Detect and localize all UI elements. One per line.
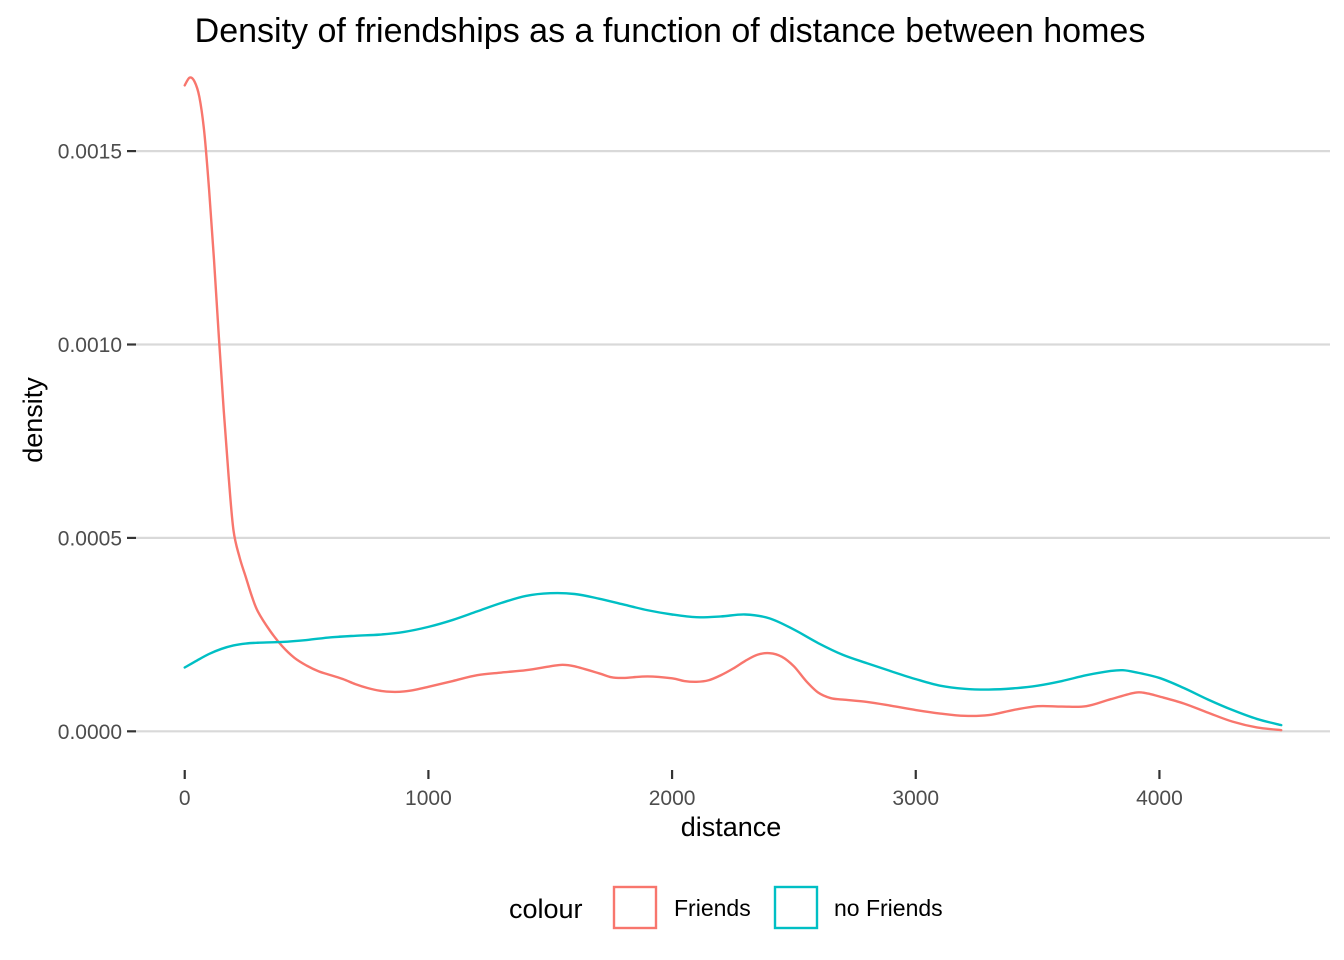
x-tick-label-2: 2000 <box>649 787 696 810</box>
series-line-no-friends <box>183 591 1283 727</box>
legend-key-no-friends <box>773 885 819 930</box>
legend-key-friends <box>612 885 658 930</box>
legend-label-no-friends: no Friends <box>834 895 943 921</box>
x-axis: 0 1000 2000 3000 4000 <box>179 770 1183 810</box>
x-tick-label-0: 0 <box>179 787 191 810</box>
x-tick-label-4: 4000 <box>1136 787 1183 810</box>
legend-item-friends: Friends <box>612 885 751 930</box>
x-axis-label: distance <box>681 812 782 842</box>
x-tick-label-3: 3000 <box>892 787 939 810</box>
y-axis-label: density <box>18 377 48 463</box>
series-line-friends <box>183 76 1283 732</box>
legend-items: Friends no Friends <box>612 885 943 930</box>
legend-item-no-friends: no Friends <box>773 885 943 930</box>
y-tick-label-1: 0.0005 <box>58 527 122 550</box>
legend-title: colour <box>509 894 583 924</box>
legend-label-friends: Friends <box>674 895 751 921</box>
x-tick-label-1: 1000 <box>405 787 452 810</box>
y-axis: 0.0000 0.0005 0.0010 0.0015 <box>58 141 136 744</box>
y-tick-label-3: 0.0015 <box>58 141 122 164</box>
y-tick-label-0: 0.0000 <box>58 721 122 744</box>
y-tick-label-2: 0.0010 <box>58 334 122 357</box>
chart-title: Density of friendships as a function of … <box>195 12 1146 50</box>
grid-layer <box>136 149 1330 733</box>
series-layer <box>183 76 1283 732</box>
legend: colour Friends no Friends <box>509 885 943 930</box>
